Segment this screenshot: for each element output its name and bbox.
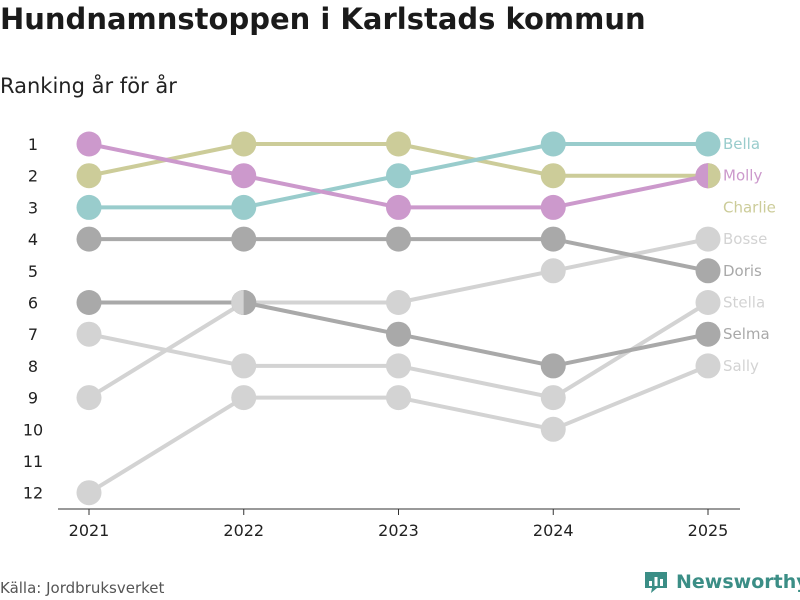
point-stella	[540, 385, 566, 411]
y-tick-label: 9	[28, 389, 38, 408]
series-line-stella	[88, 300, 710, 400]
point-sally	[695, 353, 721, 379]
point-molly	[540, 194, 566, 220]
series-label-sally: Sally	[723, 357, 759, 375]
x-tick-label: 2024	[533, 521, 574, 540]
split-point-molly	[695, 163, 708, 189]
point-selma	[76, 290, 102, 315]
point-charlie	[540, 163, 566, 189]
y-tick-label: 1	[28, 135, 38, 154]
point-selma	[386, 321, 411, 347]
point-bosse	[76, 385, 102, 411]
point-bella	[695, 131, 721, 157]
x-tick-label: 2022	[223, 521, 264, 540]
y-tick-label: 4	[28, 230, 38, 249]
series-label-doris: Doris	[723, 262, 762, 280]
y-tick-label: 10	[23, 420, 43, 439]
point-charlie	[386, 131, 411, 157]
point-sally	[76, 480, 102, 506]
point-bosse	[695, 226, 721, 252]
y-tick-label: 3	[28, 198, 38, 217]
point-doris	[231, 226, 257, 252]
point-sally	[540, 416, 566, 442]
series-label-selma: Selma	[723, 325, 770, 343]
bar-chart-icon	[645, 572, 667, 593]
point-molly	[231, 163, 257, 189]
series-label-stella: Stella	[723, 294, 765, 312]
point-sally	[386, 385, 411, 411]
series-label-charlie: Charlie	[723, 199, 776, 217]
x-tick-label: 2025	[688, 521, 729, 540]
y-tick-label: 2	[28, 167, 38, 186]
y-tick-label: 5	[28, 262, 38, 281]
point-charlie	[76, 163, 102, 189]
y-tick-label: 6	[28, 294, 38, 313]
y-tick-label: 7	[28, 325, 38, 344]
point-stella	[76, 321, 102, 347]
brand-name: Newsworthy	[676, 571, 800, 593]
series-label-bosse: Bosse	[723, 230, 767, 248]
point-bosse	[386, 290, 411, 315]
point-stella	[695, 290, 721, 315]
chart-subtitle: Ranking år för år	[0, 74, 177, 98]
point-selma	[695, 321, 721, 347]
brand-logo[interactable]: Newsworthy	[643, 569, 800, 595]
point-bosse	[540, 258, 566, 284]
x-tick-label: 2021	[69, 521, 110, 540]
x-tick-label: 2023	[378, 521, 419, 540]
point-stella	[231, 353, 257, 379]
series-points	[76, 131, 721, 506]
point-bella	[76, 194, 102, 220]
point-doris	[386, 226, 411, 252]
series-label-molly: Molly	[723, 167, 762, 185]
point-stella	[386, 353, 411, 379]
y-tick-label: 12	[23, 484, 43, 503]
series-label-bella: Bella	[723, 135, 760, 153]
chart-title: Hundnamnstoppen i Karlstads kommun	[0, 2, 646, 36]
point-doris	[76, 226, 102, 252]
series-labels: Sally Stella Bosse Selma Doris Charlie Bella Mo…	[723, 135, 776, 375]
point-molly	[76, 131, 102, 157]
point-bella	[231, 194, 257, 220]
point-charlie	[231, 131, 257, 157]
point-bella	[540, 131, 566, 157]
point-selma	[540, 353, 566, 379]
y-tick-label: 11	[23, 452, 43, 471]
source-note: Källa: Jordbruksverket	[0, 579, 165, 597]
series-line-sally	[87, 364, 709, 495]
x-axis: 2021 2022 2023 2024 2025	[58, 508, 740, 540]
point-doris	[695, 258, 721, 284]
split-point-selma	[243, 290, 257, 315]
split-point-charlie	[708, 163, 721, 189]
point-doris	[540, 226, 566, 252]
y-tick-label: 8	[28, 357, 38, 376]
point-sally	[231, 385, 257, 411]
split-point-bosse	[231, 290, 244, 315]
point-molly	[386, 194, 411, 220]
point-bella	[386, 163, 411, 189]
